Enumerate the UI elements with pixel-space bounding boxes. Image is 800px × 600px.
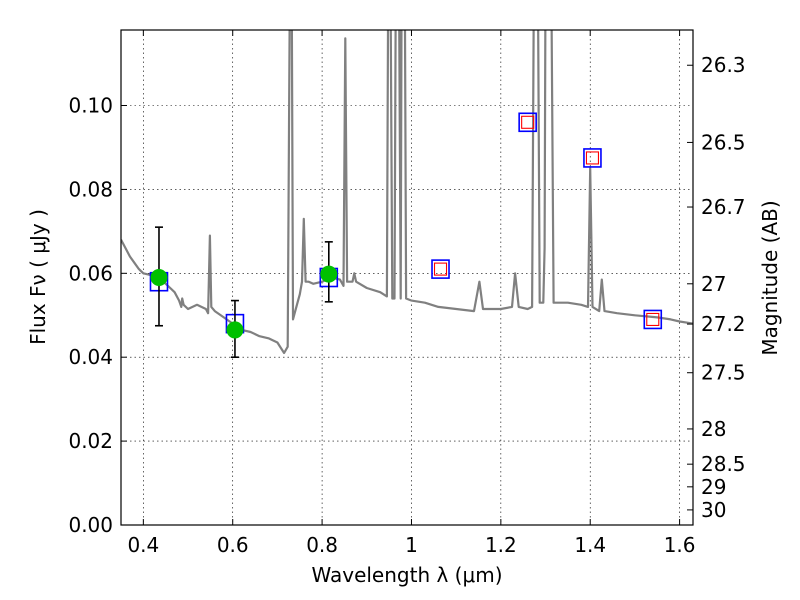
x-tick-label: 1.4 (574, 533, 606, 557)
mag-tick-label: 28 (701, 417, 726, 441)
x-axis-title: Wavelength λ (μm) (311, 563, 502, 587)
x-tick-label: 0.6 (217, 533, 249, 557)
mag-tick-label: 29 (701, 475, 726, 499)
mag-tick-label: 28.5 (701, 452, 746, 476)
y-tick-label: 0.02 (68, 429, 113, 453)
upper-limit-box (521, 115, 535, 129)
observed-flux-point (226, 321, 244, 339)
y-tick-label: 0.08 (68, 177, 113, 201)
x-tick-label: 0.4 (127, 533, 159, 557)
x-tick-label: 0.8 (306, 533, 338, 557)
plot-data (121, 30, 693, 359)
mag-tick-label: 30 (701, 498, 726, 522)
upper-limit-box (646, 312, 660, 326)
mag-tick-label: 26.3 (701, 53, 746, 77)
y-tick-label: 0.00 (68, 513, 113, 537)
mag-tick-label: 27.5 (701, 361, 746, 385)
x-tick-label: 1.6 (664, 533, 696, 557)
x-tick-label: 1 (405, 533, 418, 557)
observed-flux-point (150, 269, 168, 286)
grid (121, 30, 693, 526)
axes: 0.4 0.6 0.8 1 1.2 1.4 1.6 0.00 0.02 0.04 0.06 0.08 0… (68, 30, 746, 557)
plot-frame (120, 29, 694, 526)
y-axis-title: Flux Fν ( μJy ) (26, 209, 50, 345)
model-photometry-box (643, 309, 663, 330)
y-tick-label: 0.04 (68, 345, 113, 369)
model-photometry-box (431, 259, 450, 279)
mag-tick-label: 26.7 (701, 195, 746, 219)
mag-tick-label: 27.2 (701, 312, 746, 336)
upper-limit-box (585, 151, 600, 165)
mag-tick-label: 27 (701, 272, 726, 296)
upper-limit-box (433, 262, 448, 276)
y-tick-label: 0.06 (68, 261, 113, 285)
y2-axis-title: Magnitude (AB) (758, 200, 782, 355)
y-tick-label: 0.10 (68, 94, 113, 118)
x-tick-label: 1.2 (485, 533, 517, 557)
sed-model-line (121, 30, 693, 355)
mag-tick-label: 26.5 (701, 130, 746, 154)
model-photometry-box (518, 112, 537, 133)
observed-flux-point (320, 265, 338, 283)
model-photometry-box (583, 148, 602, 168)
